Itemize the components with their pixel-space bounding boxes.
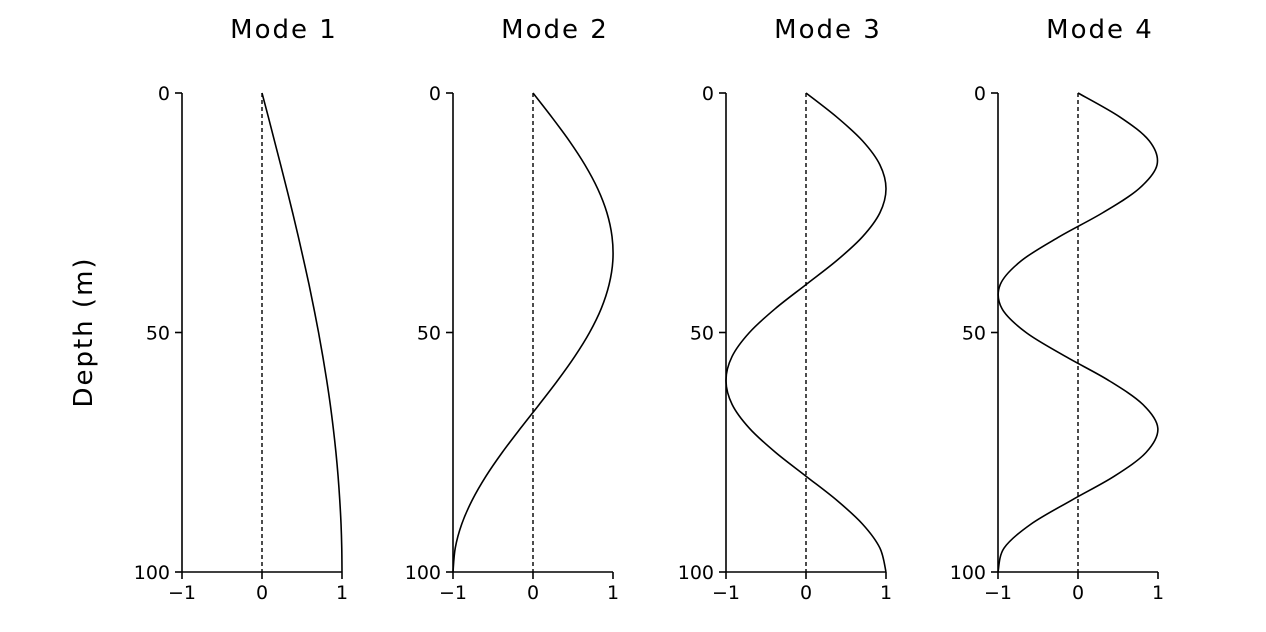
panel-mode-2: Mode 2 0 50 100−1 0 1 (405, 15, 619, 604)
panel-mode-3: Mode 3 0 50 100−1 0 1 (678, 15, 892, 604)
x-tick-label: 0 (527, 582, 539, 604)
x-tick-label: 0 (800, 582, 812, 604)
y-tick-label: 0 (974, 83, 986, 105)
x-tick-label: 0 (1072, 582, 1084, 604)
x-tick-label: −1 (168, 582, 196, 604)
y-tick-label: 50 (690, 323, 714, 345)
y-tick-label: 100 (678, 562, 714, 584)
mode-2-curve (452, 92, 614, 573)
panel-mode-1: Mode 1 0 50 100−1 0 1 (134, 15, 348, 604)
panel-title: Mode 2 (501, 15, 609, 45)
y-tick-label: 50 (146, 323, 170, 345)
x-tick-label: 1 (1152, 582, 1164, 604)
x-tick-label: 1 (880, 582, 892, 604)
x-tick-label: −1 (984, 582, 1012, 604)
y-tick-label: 100 (950, 562, 986, 584)
x-tick-label: −1 (439, 582, 467, 604)
x-tick-label: 1 (607, 582, 619, 604)
y-tick-label: 0 (429, 83, 441, 105)
y-tick-label: 0 (702, 83, 714, 105)
y-tick-label: 50 (962, 323, 986, 345)
x-tick-label: 1 (336, 582, 348, 604)
y-tick-label: 0 (158, 83, 170, 105)
y-tick-label: 50 (417, 323, 441, 345)
panel-mode-4: Mode 4 0 50 100−1 0 1 (950, 15, 1164, 604)
mode-1-curve (261, 92, 343, 573)
mode-3-curve (725, 92, 887, 573)
x-tick-label: 0 (256, 582, 268, 604)
panel-title: Mode 3 (774, 15, 882, 45)
panel-title: Mode 1 (230, 15, 338, 45)
y-tick-label: 100 (405, 562, 441, 584)
y-axis-label: Depth (m) (69, 256, 99, 407)
mode-4-curve (997, 92, 1159, 573)
x-tick-label: −1 (712, 582, 740, 604)
panel-title: Mode 4 (1046, 15, 1154, 45)
y-tick-label: 100 (134, 562, 170, 584)
